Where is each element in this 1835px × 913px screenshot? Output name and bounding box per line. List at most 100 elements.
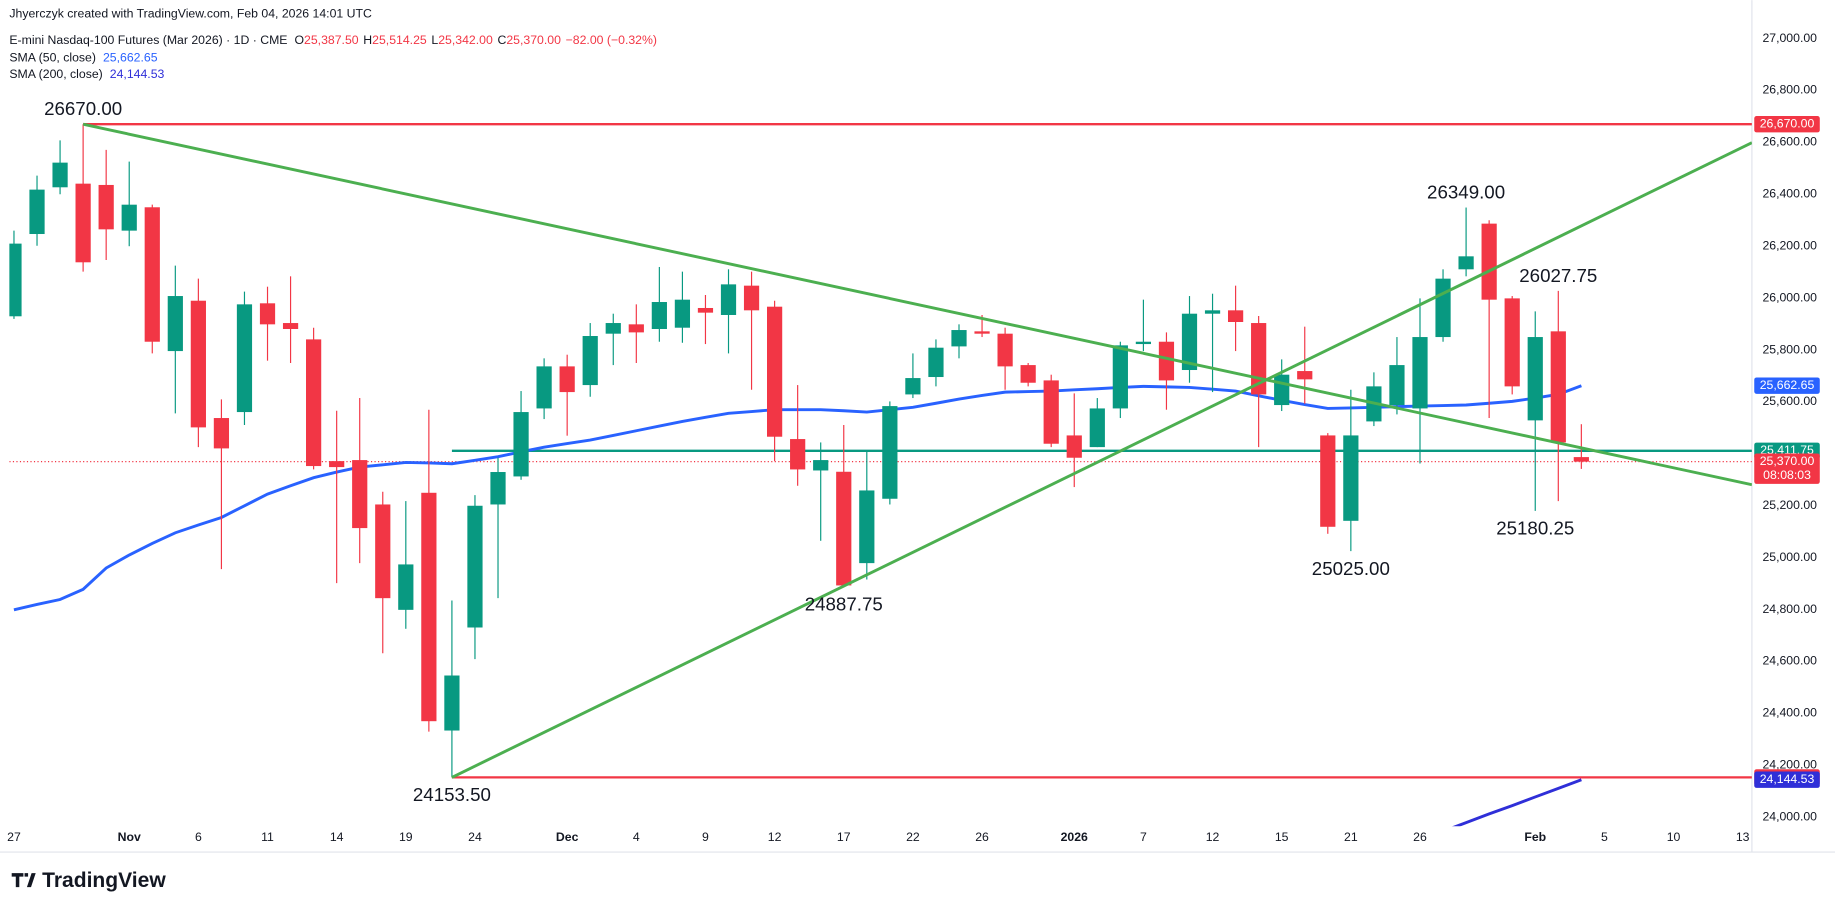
x-tick-label: 7 xyxy=(1140,830,1147,844)
trend-line xyxy=(451,141,1752,779)
candle-body xyxy=(767,306,783,437)
annotation: 26349.00 xyxy=(1427,181,1505,202)
candle-body xyxy=(1089,408,1105,448)
candle-body xyxy=(1320,435,1336,527)
footer-logo: TradingView xyxy=(11,869,166,892)
legend-value: 25,342.00 xyxy=(438,33,493,47)
x-tick-label: 26 xyxy=(1413,830,1427,844)
candle-body xyxy=(559,366,575,393)
candle-body xyxy=(1412,337,1428,409)
candle-body xyxy=(1435,278,1451,338)
candle-body xyxy=(75,183,91,263)
candle-body xyxy=(1527,337,1543,421)
candle-body xyxy=(1020,365,1036,383)
x-tick-label: 12 xyxy=(1206,830,1220,844)
x-tick-label: 14 xyxy=(330,830,344,844)
logo-text: TradingView xyxy=(42,869,166,892)
candle-body xyxy=(329,461,345,468)
y-tick-label: 25,200.00 xyxy=(1762,498,1817,512)
annotation: 26670.00 xyxy=(44,98,122,119)
annotation: 24887.75 xyxy=(805,593,883,614)
candle-body xyxy=(444,675,460,731)
x-tick-label: Dec xyxy=(556,830,579,844)
y-tick-label: 24,600.00 xyxy=(1762,654,1817,668)
trend-line xyxy=(82,122,1752,487)
candle-body xyxy=(674,299,691,328)
candle-body xyxy=(1204,310,1221,314)
candle-body xyxy=(352,460,368,529)
x-tick-label: 12 xyxy=(768,830,782,844)
candle-body xyxy=(306,339,322,467)
y-tick-label: 24,800.00 xyxy=(1762,602,1817,616)
y-tick-label: 24,200.00 xyxy=(1762,758,1817,772)
x-tick-label: 9 xyxy=(702,830,709,844)
candle-body xyxy=(513,412,529,477)
overlay-value: 25,662.65 xyxy=(103,51,158,65)
price-tag-countdown: 08:08:03 xyxy=(1763,468,1811,482)
annotation: 25180.25 xyxy=(1496,518,1574,539)
candle-body xyxy=(1227,310,1244,322)
candle-body xyxy=(121,204,137,231)
x-tick-label: 2026 xyxy=(1061,830,1088,844)
x-tick-label: Nov xyxy=(118,830,141,844)
x-tick-label: 11 xyxy=(261,830,274,844)
candle-body xyxy=(213,418,230,449)
y-tick-label: 25,000.00 xyxy=(1762,550,1817,564)
candle-body xyxy=(1135,341,1152,345)
legend-value: 25,387.50 xyxy=(304,33,359,47)
annotation: 24153.50 xyxy=(413,784,491,805)
candle-body xyxy=(720,284,737,315)
candle-body xyxy=(974,331,990,334)
y-tick-label: 26,200.00 xyxy=(1762,238,1817,252)
candle-body xyxy=(52,162,68,188)
legend-key: C xyxy=(498,33,507,47)
legend-overlay: SMA (200, close) 24,144.53 xyxy=(9,67,164,81)
legend-symbol: E-mini Nasdaq-100 Futures (Mar 2026) · 1… xyxy=(9,33,287,47)
candle-body xyxy=(144,207,160,342)
candle-body xyxy=(1043,380,1059,444)
price-tag xyxy=(1754,453,1820,484)
sma-line xyxy=(1452,778,1582,827)
y-tick-label: 25,600.00 xyxy=(1762,394,1817,408)
candle-body xyxy=(490,472,506,505)
candle-body xyxy=(467,505,483,628)
legend-key: O xyxy=(294,33,304,47)
y-tick-label: 26,600.00 xyxy=(1762,135,1817,149)
x-tick-label: 27 xyxy=(7,830,21,844)
x-tick-label: 5 xyxy=(1601,830,1608,844)
candle-body xyxy=(1504,298,1520,387)
candle-body xyxy=(1066,435,1082,458)
candle-body xyxy=(375,504,391,599)
candle-body xyxy=(536,366,552,409)
x-tick-label: Feb xyxy=(1524,830,1546,844)
price-tag-label: 25,662.65 xyxy=(1760,378,1815,392)
price-tag-label: 26,670.00 xyxy=(1760,116,1815,130)
overlay-value: 24,144.53 xyxy=(110,67,165,81)
header-text: Jhyerczyk created with TradingView.com, … xyxy=(9,6,372,20)
x-tick-label: 22 xyxy=(906,830,920,844)
x-tick-label: 19 xyxy=(399,830,413,844)
candle-body xyxy=(605,323,621,334)
candle-body xyxy=(905,378,921,395)
y-tick-label: 25,800.00 xyxy=(1762,342,1817,356)
y-tick-label: 24,000.00 xyxy=(1762,809,1817,823)
x-tick-label: 13 xyxy=(1736,830,1750,844)
legend-value: 25,370.00 xyxy=(506,33,561,47)
candle-body xyxy=(1389,365,1405,406)
candle-body xyxy=(1343,435,1359,521)
y-tick-label: 26,400.00 xyxy=(1762,187,1817,201)
annotation: 26027.75 xyxy=(1519,265,1597,286)
candle-body xyxy=(928,347,944,378)
candle-body xyxy=(651,302,667,330)
candle-body xyxy=(190,300,206,428)
y-tick-label: 27,000.00 xyxy=(1762,31,1817,45)
price-tag xyxy=(1754,116,1820,133)
overlay-name: SMA (200, close) xyxy=(9,67,102,81)
candle-body xyxy=(1550,331,1566,443)
price-tag xyxy=(1754,771,1820,788)
candle-body xyxy=(1481,223,1497,300)
candle-body xyxy=(421,492,437,722)
x-tick-label: 26 xyxy=(975,830,989,844)
